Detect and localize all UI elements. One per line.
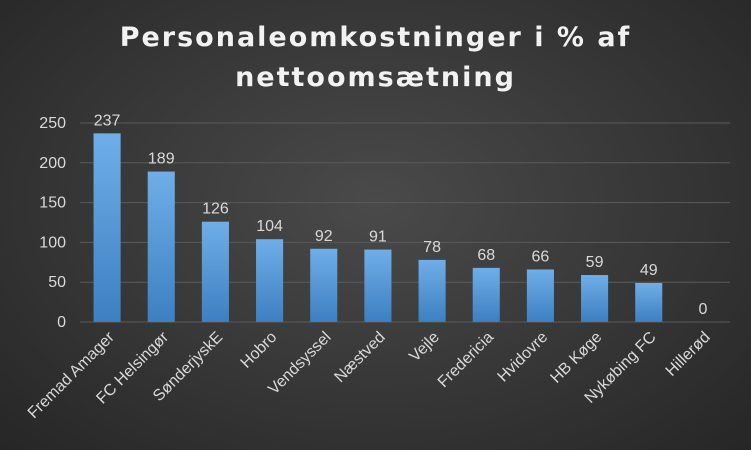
bar	[581, 275, 609, 322]
data-label: 59	[586, 254, 604, 271]
bar	[201, 221, 229, 322]
bar	[418, 259, 446, 322]
x-tick-label: HB Køge	[547, 329, 605, 387]
bars	[93, 133, 663, 322]
bar	[526, 269, 554, 322]
data-label: 104	[256, 218, 283, 235]
data-label: 68	[477, 247, 495, 264]
x-tick-label: Hillerød	[663, 329, 714, 380]
x-tick-label: Næstved	[331, 329, 388, 386]
bar	[310, 248, 338, 322]
bar	[93, 133, 121, 322]
data-label: 91	[369, 229, 387, 246]
data-label: 0	[698, 301, 707, 318]
chart-title-line: nettoomsætning	[235, 62, 516, 93]
data-labels: 237 189 126 104 92 91 78 68 66 59 49 0	[94, 112, 708, 318]
bar	[147, 171, 175, 322]
data-label: 66	[532, 248, 550, 265]
bar	[472, 267, 500, 322]
x-tick-label: Vejle	[406, 329, 443, 366]
chart-title-line: Personaleomkostninger i % af	[119, 22, 632, 53]
y-tick-label: 150	[39, 195, 66, 212]
bar	[635, 282, 663, 322]
y-axis: 0 50 100 150 200 250	[39, 115, 66, 331]
gridlines	[80, 122, 730, 323]
bar	[256, 239, 284, 322]
data-label: 237	[94, 112, 121, 129]
y-tick-label: 0	[57, 314, 66, 331]
y-tick-label: 50	[48, 274, 66, 291]
x-tick-label: Hvidovre	[495, 329, 552, 386]
x-tick-label: Hobro	[238, 329, 281, 372]
y-tick-label: 250	[39, 115, 66, 132]
data-label: 126	[202, 201, 229, 218]
y-tick-label: 200	[39, 155, 66, 172]
data-label: 92	[315, 228, 333, 245]
bar	[364, 249, 392, 322]
x-tick-label: Fremad Amager	[25, 328, 119, 422]
x-tick-label: Fredericia	[435, 329, 497, 391]
data-label: 189	[148, 151, 175, 168]
data-label: 49	[640, 262, 658, 279]
y-tick-label: 100	[39, 234, 66, 251]
chart-title: Personaleomkostninger i % af nettoomsætni…	[0, 18, 751, 98]
data-label: 78	[423, 239, 441, 256]
